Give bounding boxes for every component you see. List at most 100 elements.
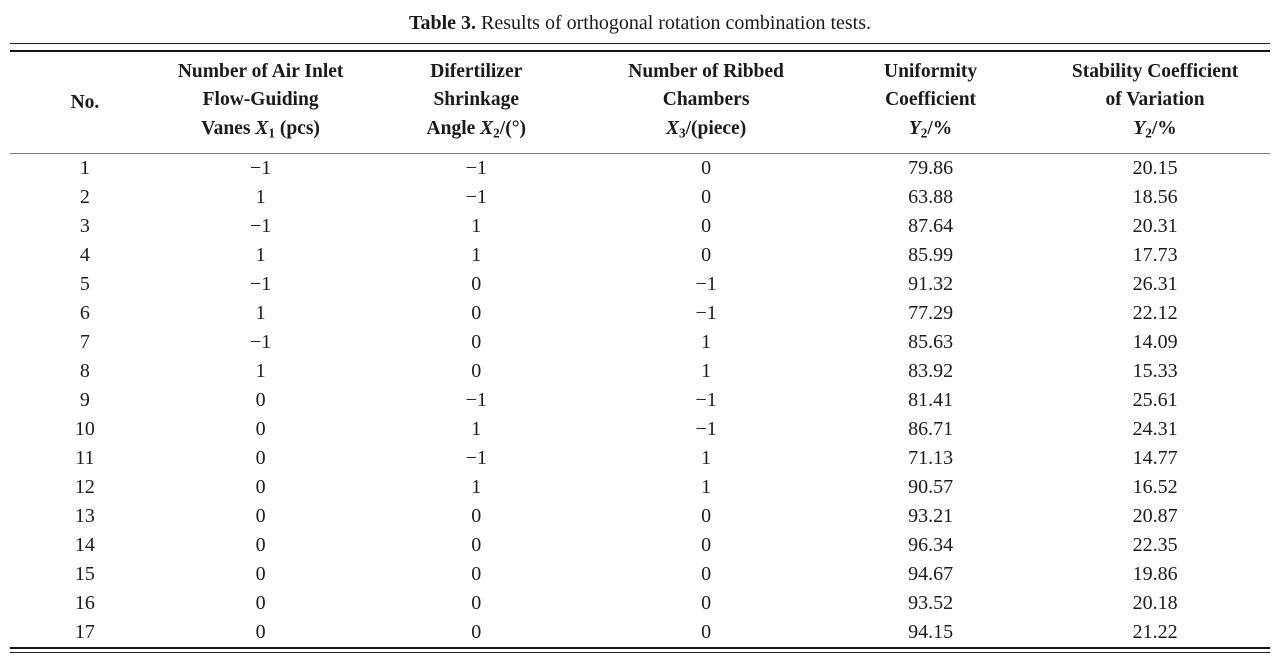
table-cell: 0 (701, 620, 712, 643)
table-cell: −1 (695, 301, 717, 324)
table-cell: 85.99 (908, 243, 954, 266)
table-cell: 15.33 (1132, 359, 1178, 382)
column-header-x1: Number of Air Inlet Flow-Guiding Vanes X1 … (159, 51, 362, 154)
table-cell: 0 (701, 156, 712, 179)
table-cell: 96.34 (908, 533, 954, 556)
table-cell: 85.63 (908, 330, 954, 353)
table-cell: 86.71 (908, 417, 954, 440)
table-cell: 94.67 (908, 562, 954, 585)
table-area: No. Number of Air Inlet Flow-Guiding Vanes … (10, 43, 1270, 653)
table-cell: −1 (249, 330, 272, 353)
table-row: 15 0 0 0 94.67 19.86 (10, 560, 1270, 589)
table-cell: 17.73 (1132, 243, 1178, 266)
table-cell: 1 (255, 243, 266, 266)
table-cell: 0 (255, 417, 266, 440)
table-cell: 93.52 (908, 591, 954, 614)
table-cell: 4 (79, 243, 90, 266)
table-cell: 1 (471, 475, 482, 498)
table-row: 16 0 0 0 93.52 20.18 (10, 589, 1270, 618)
table-cell: 0 (701, 533, 712, 556)
table-cell: 16.52 (1132, 475, 1178, 498)
table-cell: 16 (74, 591, 95, 614)
table-cell: 1 (471, 214, 482, 237)
table-cell: 91.32 (908, 272, 954, 295)
table-cell: 90.57 (908, 475, 954, 498)
table-cell: 0 (255, 533, 266, 556)
results-table: No. Number of Air Inlet Flow-Guiding Vanes … (10, 50, 1270, 649)
table-cell: 0 (255, 388, 266, 411)
table-cell: −1 (465, 388, 487, 411)
table-cell: 1 (471, 243, 482, 266)
table-cell: 24.31 (1132, 417, 1178, 440)
table-header: No. Number of Air Inlet Flow-Guiding Vanes … (10, 51, 1270, 154)
table-cell: 5 (79, 272, 90, 295)
column-header-no: No. (10, 51, 160, 154)
table-row: 2 1 −1 0 63.88 18.56 (10, 183, 1270, 212)
table-caption-label: Table 3. (408, 12, 477, 34)
table-cell: 13 (74, 504, 95, 527)
table-cell: 15 (74, 562, 95, 585)
table-cell: 26.31 (1132, 272, 1178, 295)
table-cell: 0 (471, 359, 482, 382)
table-cell: 1 (255, 359, 266, 382)
table-row: 5 −1 0 −1 91.32 26.31 (10, 270, 1270, 299)
table-cell: 0 (471, 504, 482, 527)
table-cell: 0 (471, 533, 482, 556)
table-cell: 63.88 (908, 185, 954, 208)
table-cell: 0 (255, 475, 266, 498)
table-cell: 7 (79, 330, 90, 353)
table-cell: −1 (249, 272, 272, 295)
table-cell: −1 (695, 272, 717, 295)
table-cell: 17 (74, 620, 95, 643)
table-cell: 0 (255, 591, 266, 614)
table-cell: 0 (471, 301, 482, 324)
table-cell: 14 (74, 533, 95, 556)
table-row: 14 0 0 0 96.34 22.35 (10, 531, 1270, 560)
table-cell: 2 (79, 185, 90, 208)
table-cell: 87.64 (908, 214, 954, 237)
column-header-x3: Number of Ribbed Chambers X3/(piece) (591, 51, 821, 154)
table-cell: −1 (695, 388, 717, 411)
table-cell: 20.18 (1132, 591, 1178, 614)
table-row: 12 0 1 1 90.57 16.52 (10, 473, 1270, 502)
table-cell: 22.12 (1132, 301, 1178, 324)
table-cell: 19.86 (1132, 562, 1178, 585)
table-cell: 0 (471, 620, 482, 643)
table-cell: 14.09 (1132, 330, 1178, 353)
table-row: 17 0 0 0 94.15 21.22 (10, 618, 1270, 648)
table-cell: 18.56 (1132, 185, 1178, 208)
table-row: 1 −1 −1 0 79.86 20.15 (10, 153, 1270, 183)
table-cell: 93.21 (908, 504, 954, 527)
table-cell: −1 (465, 446, 487, 469)
table-cell: −1 (695, 417, 717, 440)
table-cell: 21.22 (1132, 620, 1178, 643)
table-cell: 81.41 (908, 388, 954, 411)
table-row: 6 1 0 −1 77.29 22.12 (10, 299, 1270, 328)
column-header-y2: Uniformity Coefficient Y2/% (821, 51, 1041, 154)
table-cell: 1 (701, 330, 712, 353)
table-cell: 77.29 (908, 301, 954, 324)
table-cell: 8 (79, 359, 90, 382)
table-cell: 0 (701, 243, 712, 266)
table-cell: 0 (255, 446, 266, 469)
table-cell: 6 (79, 301, 90, 324)
table-cell: 25.61 (1132, 388, 1178, 411)
table-caption: Table 3. Results of orthogonal rotation … (0, 0, 1280, 35)
table-cell: 0 (255, 620, 266, 643)
table-cell: 20.87 (1132, 504, 1178, 527)
bottom-thin-rule (10, 651, 1270, 653)
table-body: 1 −1 −1 0 79.86 20.15 2 1 −1 0 63.88 18.56 3 −1 1 0 87.6… (10, 153, 1270, 648)
table-cell: −1 (465, 185, 487, 208)
table-row: 3 −1 1 0 87.64 20.31 (10, 212, 1270, 241)
table-cell: 3 (79, 214, 90, 237)
table-cell: −1 (249, 156, 272, 179)
table-cell: 0 (701, 591, 712, 614)
table-cell: 0 (471, 330, 482, 353)
table-cell: 20.15 (1132, 156, 1178, 179)
table-cell: 1 (471, 417, 482, 440)
column-header-x2: Difertilizer Shrinkage Angle X2/(°) (361, 51, 592, 154)
table-cell: 71.13 (908, 446, 954, 469)
table-cell: 1 (701, 359, 712, 382)
top-thin-rule (10, 43, 1270, 44)
